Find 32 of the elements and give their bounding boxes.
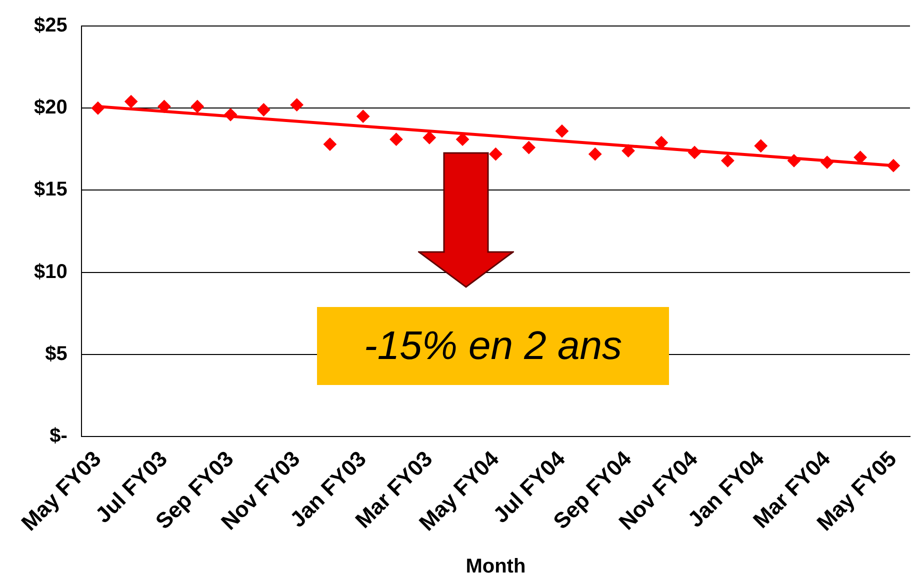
point <box>290 98 304 112</box>
y-tick-label: $- <box>50 425 68 448</box>
point <box>91 102 104 115</box>
point <box>555 124 568 138</box>
point <box>688 146 702 159</box>
point <box>886 159 900 172</box>
point <box>588 148 602 161</box>
point <box>158 100 171 113</box>
point <box>820 156 834 169</box>
y-tick-label: $15 <box>34 178 68 201</box>
point <box>190 100 204 113</box>
point <box>854 150 867 164</box>
y-tick-label: $25 <box>34 14 68 37</box>
point <box>224 108 238 122</box>
point <box>721 154 734 168</box>
point <box>787 154 800 168</box>
y-tick-label: $5 <box>45 342 68 365</box>
point <box>124 95 138 108</box>
y-tick-label: $20 <box>34 96 68 119</box>
x-axis-title: Month <box>466 556 526 578</box>
point <box>323 138 336 151</box>
point <box>489 148 502 161</box>
point <box>356 110 370 123</box>
point <box>622 144 635 158</box>
point <box>390 132 403 146</box>
point <box>754 139 768 152</box>
point <box>422 131 436 144</box>
annotation: -15% en 2 ans <box>317 307 669 385</box>
y-tick-label: $10 <box>34 260 68 283</box>
point <box>257 103 270 116</box>
point <box>522 141 536 154</box>
point <box>456 132 470 146</box>
